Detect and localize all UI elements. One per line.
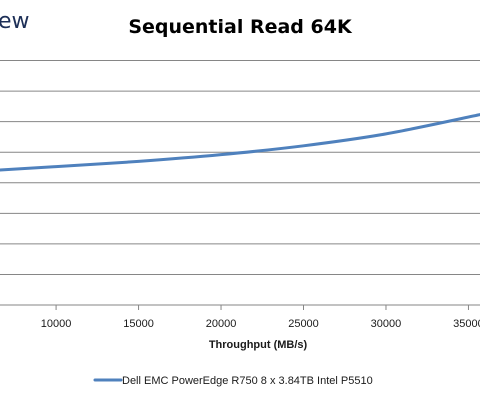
x-tick-label: 10000 [41, 318, 72, 330]
chart-title: Sequential Read 64K [128, 16, 353, 38]
x-tick-label: 20000 [206, 318, 237, 330]
x-tick-label: 15000 [123, 318, 154, 330]
x-tick-label: 35000 [453, 318, 480, 330]
legend: Dell EMC PowerEdge R750 8 x 3.84TB Intel… [93, 375, 373, 387]
series-layer [0, 113, 480, 172]
series-line-1 [0, 113, 480, 172]
logo-text: ew [0, 9, 30, 34]
x-axis-label: Throughput (MB/s) [209, 339, 308, 351]
x-tick-label: 30000 [371, 318, 402, 330]
x-axis-ticks: 10000 15000 20000 25000 30000 35000 [41, 305, 480, 330]
legend-label: Dell EMC PowerEdge R750 8 x 3.84TB Intel… [122, 375, 373, 387]
x-tick-label: 25000 [288, 318, 319, 330]
gridlines [0, 60, 480, 275]
